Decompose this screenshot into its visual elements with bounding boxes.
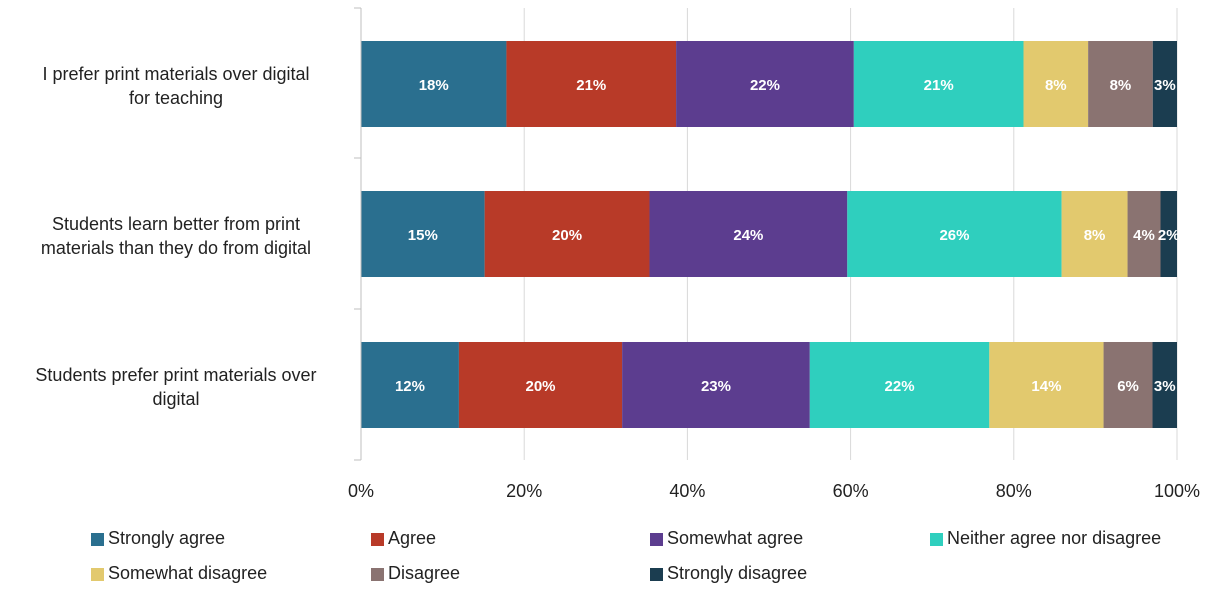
category-label: I prefer print materials over digital for…	[42, 64, 309, 108]
legend-label: Strongly agree	[108, 528, 225, 548]
legend-label: Agree	[388, 528, 436, 548]
legend-label: Somewhat disagree	[108, 563, 267, 583]
data-label: 20%	[552, 227, 582, 244]
data-label: 8%	[1084, 227, 1106, 244]
bar-segment	[676, 41, 854, 127]
bar-segment	[1088, 41, 1153, 127]
data-label: 21%	[924, 77, 954, 94]
legend-label: Disagree	[388, 563, 460, 583]
bar-segment	[989, 342, 1104, 428]
bar-segment	[853, 41, 1024, 127]
legend: Strongly agree Agree Somewhat agree Neither…	[91, 528, 1161, 583]
legend-swatch	[371, 533, 384, 546]
category-label: Students prefer print materials over digi…	[35, 365, 316, 409]
legend-swatch	[91, 533, 104, 546]
category-label-line: digital	[152, 389, 199, 409]
x-tick-label: 20%	[506, 481, 542, 501]
bar-segment	[1152, 41, 1177, 127]
legend-swatch	[930, 533, 943, 546]
data-label: 22%	[885, 378, 915, 395]
legend-label: Strongly disagree	[667, 563, 807, 583]
bar-segments: 18% 21% 22% 21% 8% 8% 3% 15% 20% 24% 26% 8% 4% 2% 12% 2…	[361, 41, 1180, 428]
bar-segment	[809, 342, 990, 428]
bar-segment	[1152, 342, 1177, 428]
data-label: 15%	[408, 227, 438, 244]
bar-segment	[361, 41, 507, 127]
data-label: 8%	[1045, 77, 1067, 94]
x-tick-label: 0%	[348, 481, 374, 501]
bar-segment	[649, 191, 848, 277]
bar-segment	[361, 191, 485, 277]
data-label: 18%	[419, 77, 449, 94]
data-label: 6%	[1117, 378, 1139, 395]
bar-segment	[361, 342, 459, 428]
category-label-line: I prefer print materials over digital	[42, 64, 309, 84]
x-tick-label: 100%	[1154, 481, 1200, 501]
legend-label: Somewhat agree	[667, 528, 803, 548]
bar-segment	[1160, 191, 1177, 277]
x-tick-label: 40%	[669, 481, 705, 501]
legend-swatch	[91, 568, 104, 581]
data-label: 14%	[1031, 378, 1061, 395]
category-label-line: materials than they do from digital	[41, 238, 311, 258]
data-label: 3%	[1154, 77, 1176, 94]
category-label-line: Students learn better from print	[52, 214, 300, 234]
bar-segment	[458, 342, 623, 428]
bar-segment	[1103, 342, 1153, 428]
x-axis-ticks: 0% 20% 40% 60% 80% 100%	[348, 481, 1200, 501]
legend-swatch	[650, 533, 663, 546]
data-label: 24%	[733, 227, 763, 244]
data-label: 3%	[1154, 378, 1176, 395]
data-label: 12%	[395, 378, 425, 395]
data-label: 4%	[1133, 227, 1155, 244]
bar-segment	[484, 191, 650, 277]
bar-segment	[506, 41, 677, 127]
data-label: 21%	[576, 77, 606, 94]
data-label: 26%	[939, 227, 969, 244]
legend-label: Neither agree nor disagree	[947, 528, 1161, 548]
data-label: 23%	[701, 378, 731, 395]
x-tick-label: 80%	[996, 481, 1032, 501]
data-label: 8%	[1110, 77, 1132, 94]
bar-segment	[1061, 191, 1128, 277]
bar-segment	[1127, 191, 1161, 277]
bar-segment	[847, 191, 1062, 277]
data-label: 20%	[526, 378, 556, 395]
category-label-line: for teaching	[129, 88, 223, 108]
data-label: 2%	[1158, 227, 1180, 244]
x-tick-label: 60%	[833, 481, 869, 501]
bar-segment	[622, 342, 810, 428]
bar-segment	[1023, 41, 1089, 127]
category-axis	[354, 7, 362, 461]
category-label: Students learn better from print material…	[41, 214, 311, 258]
data-label: 22%	[750, 77, 780, 94]
legend-swatch	[371, 568, 384, 581]
legend-swatch	[650, 568, 663, 581]
category-label-line: Students prefer print materials over	[35, 365, 316, 385]
category-labels: I prefer print materials over digital for…	[35, 64, 316, 409]
